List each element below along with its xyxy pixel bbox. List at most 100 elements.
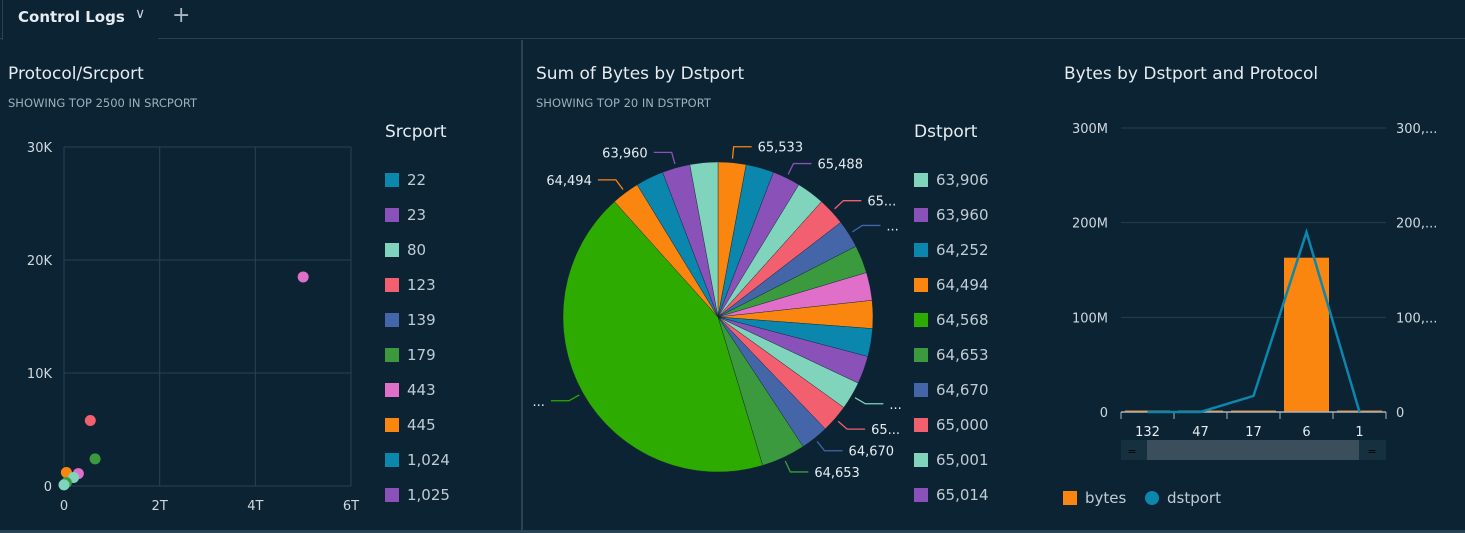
legend-item[interactable]: 179 xyxy=(385,346,436,364)
legend-item[interactable]: 65,001 xyxy=(914,451,989,469)
pie-label: 64,653 xyxy=(814,466,860,481)
y2-tick-label: 200,... xyxy=(1396,217,1437,232)
legend-swatch xyxy=(385,488,399,502)
line-marker-icon xyxy=(1145,491,1159,505)
pie-leader-line xyxy=(854,397,884,405)
legend-label: 63,960 xyxy=(936,206,989,224)
y-tick-label: 30K xyxy=(27,141,53,156)
pie-slice xyxy=(562,201,763,473)
legend-item[interactable]: 64,568 xyxy=(914,311,989,329)
pie-label: 65,488 xyxy=(817,158,863,173)
legend-item[interactable]: 22 xyxy=(385,171,426,189)
legend-swatch xyxy=(385,173,399,187)
legend-item[interactable]: 80 xyxy=(385,241,426,259)
pie-label: 65... xyxy=(871,423,900,438)
chevron-down-icon[interactable]: ∨ xyxy=(135,6,146,22)
x-tick-label: 17 xyxy=(1245,425,1262,440)
scatter-visual[interactable]: Protocol/Srcport SHOWING TOP 2500 IN SRC… xyxy=(0,40,521,530)
legend-swatch xyxy=(914,173,928,187)
add-tab-icon[interactable]: + xyxy=(172,3,191,28)
legend-item[interactable]: 64,670 xyxy=(914,381,989,399)
scrollbar-right-handle: = xyxy=(1367,445,1376,458)
y-tick-label: 10K xyxy=(27,367,53,382)
x-tick-label: 47 xyxy=(1192,425,1209,440)
legend-swatch xyxy=(914,383,928,397)
y2-tick-label: 300,... xyxy=(1396,122,1437,137)
sheet-tab-bar: Control Logs ∨ + xyxy=(0,0,1465,40)
legend-item[interactable]: 1,024 xyxy=(385,451,450,469)
legend-item[interactable]: 443 xyxy=(385,381,436,399)
y-tick-label: 200M xyxy=(1072,217,1108,232)
visual-title: Bytes by Dstport and Protocol xyxy=(1064,64,1319,84)
legend-item[interactable]: 63,906 xyxy=(914,171,989,189)
panel-divider xyxy=(521,40,523,530)
legend-title: Dstport xyxy=(914,122,978,142)
pie-label: ... xyxy=(889,398,901,413)
x-tick-label: 0 xyxy=(60,499,68,514)
legend-label: 64,670 xyxy=(936,381,989,399)
legend-item[interactable]: 63,960 xyxy=(914,206,989,224)
y-tick-label: 300M xyxy=(1072,122,1108,137)
pie-label: 65,533 xyxy=(758,141,804,156)
pie-label: ... xyxy=(886,219,898,234)
combo-visual[interactable]: Bytes by Dstport and Protocol bytes dstpo… xyxy=(1050,40,1465,530)
legend-item[interactable]: 65,000 xyxy=(914,416,989,434)
y-tick-label: 100M xyxy=(1072,311,1108,326)
legend-swatch xyxy=(385,418,399,432)
legend-label: 23 xyxy=(407,206,427,224)
legend-item[interactable]: 64,252 xyxy=(914,241,989,259)
legend-item[interactable]: 64,653 xyxy=(914,346,989,364)
legend-item[interactable]: 1,025 xyxy=(385,486,450,504)
legend-label: 443 xyxy=(407,381,436,399)
legend-swatch xyxy=(914,348,928,362)
scrollbar-left-handle: = xyxy=(1127,445,1136,458)
tab-control-logs[interactable]: Control Logs ∨ xyxy=(2,0,158,40)
legend-swatch xyxy=(914,208,928,222)
legend-label: 64,568 xyxy=(936,311,989,329)
legend-label: dstport xyxy=(1167,489,1221,507)
x-tick-label: 2T xyxy=(152,499,168,514)
visual-title: Protocol/Srcport xyxy=(8,64,144,84)
legend-item[interactable]: 23 xyxy=(385,206,426,224)
legend-item[interactable]: 64,494 xyxy=(914,276,989,294)
visual-title: Sum of Bytes by Dstport xyxy=(536,64,745,84)
legend-swatch xyxy=(914,418,928,432)
x-tick-label: 1 xyxy=(1355,425,1363,440)
pie-visual[interactable]: Sum of Bytes by Dstport SHOWING TOP 20 I… xyxy=(523,40,1050,530)
y-tick-label: 0 xyxy=(1100,406,1108,421)
legend-item[interactable]: bytes xyxy=(1063,489,1126,507)
legend-item[interactable]: 445 xyxy=(385,416,436,434)
legend-item[interactable]: 123 xyxy=(385,276,436,294)
legend-item[interactable]: 139 xyxy=(385,311,436,329)
pie-leader-line xyxy=(597,179,624,190)
pie-leader-line xyxy=(816,440,843,452)
legend-item[interactable]: 65,014 xyxy=(914,486,989,504)
legend-label: 65,014 xyxy=(936,486,989,504)
pie-label: 65... xyxy=(867,195,896,210)
visual-subtitle: SHOWING TOP 2500 IN SRCPORT xyxy=(8,96,198,110)
legend-label: 65,001 xyxy=(936,451,989,469)
legend-label: 445 xyxy=(407,416,436,434)
scrollbar-thumb xyxy=(1147,440,1359,460)
pie-label: 64,494 xyxy=(546,174,592,189)
y2-tick-label: 0 xyxy=(1396,406,1404,421)
legend-title: Srcport xyxy=(385,122,447,142)
legend-swatch xyxy=(914,453,928,467)
x-tick-label: 132 xyxy=(1135,425,1160,440)
legend-label: 64,494 xyxy=(936,276,989,294)
visual-subtitle: SHOWING TOP 20 IN DSTPORT xyxy=(536,96,711,110)
legend-swatch xyxy=(1063,491,1077,505)
pie-leader-line xyxy=(784,460,809,473)
legend-swatch xyxy=(385,278,399,292)
legend-item[interactable]: dstport xyxy=(1145,489,1221,507)
y2-tick-label: 100,... xyxy=(1396,311,1437,326)
x-tick-label: 6 xyxy=(1302,425,1310,440)
legend-swatch xyxy=(914,313,928,327)
legend-label: 1,025 xyxy=(407,486,450,504)
legend-swatch xyxy=(385,348,399,362)
legend-swatch xyxy=(914,243,928,257)
legend-label: 80 xyxy=(407,241,427,259)
legend-swatch xyxy=(385,313,399,327)
tab-label: Control Logs xyxy=(18,8,125,26)
